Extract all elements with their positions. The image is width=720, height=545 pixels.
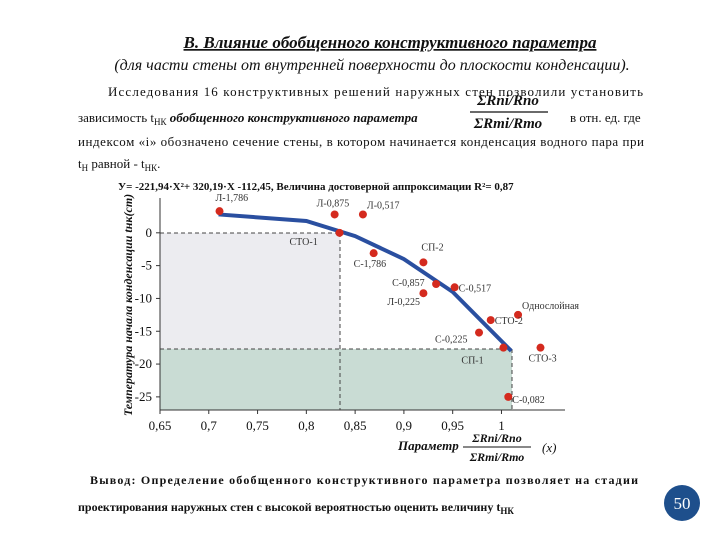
paragraph-line: зависимость tНК обобщенного конструктивн…: [78, 110, 418, 127]
text: НК: [145, 163, 158, 173]
point: [358, 210, 367, 219]
y-tick-label: 0: [146, 225, 153, 240]
point: [419, 289, 428, 298]
point: [536, 343, 545, 352]
point: [419, 258, 428, 267]
point-label: СТО-1: [290, 237, 318, 248]
formula-den: ΣRтi/Rто: [473, 116, 542, 132]
point-label: С-0,517: [459, 283, 492, 294]
point: [432, 280, 441, 288]
point: [450, 283, 459, 292]
formula-num: ΣRпi/Rпо: [476, 93, 539, 109]
point-label: Л-0,875: [317, 198, 350, 209]
x-tick-label: 0,65: [149, 418, 172, 433]
y-label: Температура начала конденсации tнк(ст): [121, 194, 135, 416]
point-label: С-0,082: [512, 395, 545, 406]
text: t: [78, 156, 82, 171]
x-label-unit: (x): [542, 440, 556, 455]
text: .: [157, 156, 160, 171]
point: [369, 249, 378, 258]
title: В. Влияние обобщенного конструктивного п…: [183, 33, 597, 52]
page-number: 50: [674, 494, 691, 513]
paragraph-line: tН равной - tНК.: [78, 156, 160, 173]
text: равной - t: [88, 156, 145, 171]
point-label: СП-1: [461, 356, 483, 367]
text: Н: [82, 163, 89, 173]
point-label: С-1,786: [354, 259, 387, 270]
point-label: СТО-2: [495, 316, 523, 327]
point: [499, 343, 508, 352]
point-label: С-0,857: [392, 278, 425, 289]
y-tick-label: -15: [135, 323, 152, 338]
x-label-num: ΣRпi/Rпо: [471, 431, 521, 445]
y-tick-label: -10: [135, 290, 152, 305]
x-tick-label: 0,8: [298, 418, 314, 433]
x-label-den: ΣRтi/Rто: [469, 450, 525, 464]
paragraph-line: в отн. ед. где: [570, 110, 641, 125]
x-tick-label: 1: [498, 418, 505, 433]
text: зависимость t: [78, 110, 154, 125]
point: [215, 207, 224, 216]
region-gray: [160, 233, 340, 349]
conclusion-line: проектирования наружных стен с высокой в…: [78, 500, 514, 516]
point-label: Однослойная: [522, 301, 579, 312]
point: [330, 210, 339, 219]
conclusion-line: Вывод: Определение обобщенного конструкт…: [90, 473, 638, 487]
point: [514, 310, 523, 319]
point-label: Л-1,786: [216, 193, 249, 204]
point-label: СТО-3: [528, 354, 556, 365]
point-label: Л-0,225: [387, 297, 420, 308]
x-tick-label: 0,85: [344, 418, 367, 433]
y-tick-label: -5: [141, 258, 152, 273]
region-green: [160, 349, 512, 410]
paragraph-line: Исследования 16 конструктивных решений н…: [108, 84, 643, 99]
text: НК: [500, 506, 514, 516]
point-label: Л-0,517: [367, 200, 400, 211]
point: [504, 392, 513, 401]
x-tick-label: 0,95: [441, 418, 464, 433]
point: [475, 328, 484, 337]
page-badge: [664, 485, 700, 521]
point-label: С-0,225: [435, 335, 468, 346]
y-tick-label: -25: [135, 389, 152, 404]
point: [335, 228, 344, 237]
text: обобщенного конструктивного параметра: [167, 110, 419, 125]
trend-line: [218, 212, 513, 353]
x-label: Параметр: [397, 438, 459, 453]
y-tick-label: -20: [135, 356, 152, 371]
text: проектирования наружных стен с высокой в…: [78, 500, 500, 514]
subtitle: (для части стены от внутренней поверхнос…: [114, 57, 629, 74]
x-tick-label: 0,9: [396, 418, 412, 433]
point: [486, 316, 495, 325]
x-tick-label: 0,75: [246, 418, 269, 433]
paragraph-line: индексом «i» обозначено сечение стены, в…: [78, 134, 644, 149]
x-tick-label: 0,7: [201, 418, 218, 433]
equation: У= -221,94·X²+ 320,19·X -112,45, Величин…: [118, 181, 514, 193]
text: НК: [154, 117, 167, 127]
point-label: СП-2: [421, 242, 443, 253]
